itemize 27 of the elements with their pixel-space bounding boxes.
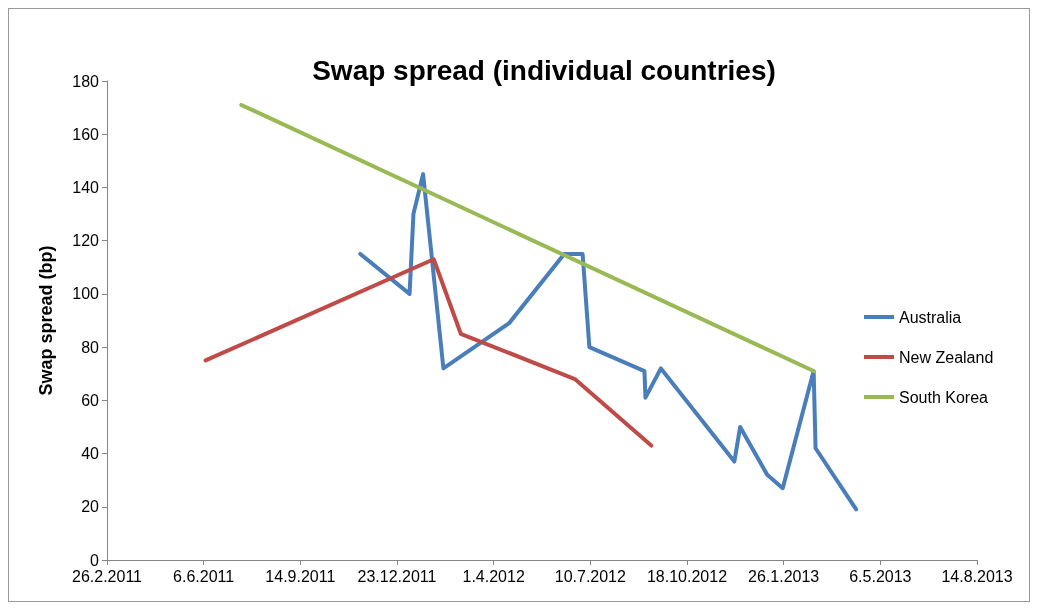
y-tick-label: 120: [72, 232, 100, 250]
x-tick-label: 23.12.2011: [357, 567, 437, 585]
y-tick-label: 60: [81, 391, 100, 409]
x-tick-label: 26.1.2013: [748, 567, 820, 585]
y-tick-label: 160: [72, 125, 100, 143]
chart-title: Swap spread (individual countries): [312, 54, 776, 86]
x-tick-label: 26.2.2011: [72, 567, 143, 585]
x-tick-label: 14.9.2011: [265, 567, 336, 585]
x-tick-label: 1.4.2012: [462, 567, 525, 585]
y-tick-label: 140: [72, 178, 100, 196]
y-tick-label: 180: [72, 72, 100, 90]
x-tick-label: 6.5.2013: [849, 567, 912, 585]
line-series: [358, 172, 859, 512]
x-tick-label: 10.7.2012: [554, 567, 627, 585]
legend-label: New Zealand: [899, 348, 994, 366]
y-tick-label: 100: [72, 285, 100, 303]
line-series: [203, 257, 654, 448]
y-tick-label: 0: [90, 551, 100, 569]
x-tick-label: 6.6.2011: [173, 567, 235, 585]
y-tick-label: 80: [81, 338, 100, 356]
y-tick-label: 40: [81, 445, 100, 463]
legend-label: South Korea: [899, 388, 989, 406]
y-axis-title: Swap spread (bp): [36, 245, 56, 396]
x-tick-label: 18.10.2012: [646, 567, 728, 585]
y-tick-label: 20: [81, 498, 100, 516]
x-tick-label: 14.8.2013: [941, 567, 1013, 585]
legend-label: Australia: [899, 308, 962, 326]
